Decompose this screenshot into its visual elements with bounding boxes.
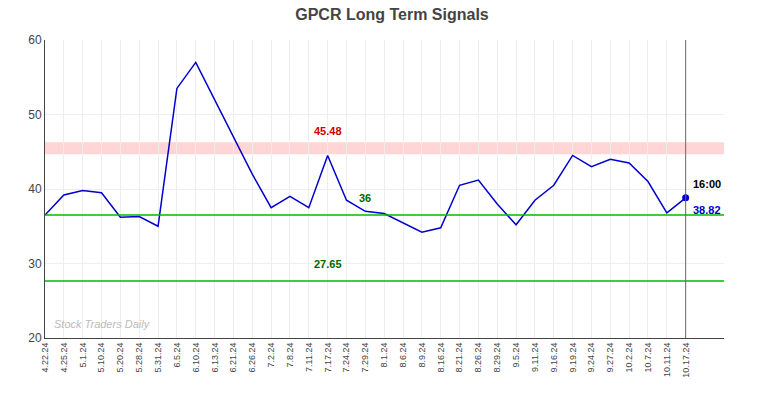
svg-text:8.26.24: 8.26.24 xyxy=(473,343,483,373)
svg-text:10.7.24: 10.7.24 xyxy=(643,343,653,373)
svg-text:9.24.24: 9.24.24 xyxy=(586,343,596,373)
svg-text:50: 50 xyxy=(28,108,42,122)
svg-text:9.16.24: 9.16.24 xyxy=(549,343,559,373)
svg-text:7.2.24: 7.2.24 xyxy=(266,343,276,368)
svg-text:8.16.24: 8.16.24 xyxy=(436,343,446,373)
svg-text:16:00: 16:00 xyxy=(693,178,721,190)
svg-text:8.29.24: 8.29.24 xyxy=(492,343,502,373)
svg-text:45.48: 45.48 xyxy=(314,125,342,137)
svg-text:9.11.24: 9.11.24 xyxy=(530,343,540,372)
svg-text:10.17.24: 10.17.24 xyxy=(681,343,691,378)
svg-text:30: 30 xyxy=(28,257,42,271)
svg-text:10.2.24: 10.2.24 xyxy=(624,343,634,373)
svg-text:38.82: 38.82 xyxy=(693,204,721,216)
svg-text:6.10.24: 6.10.24 xyxy=(191,343,201,373)
svg-text:5.31.24: 5.31.24 xyxy=(153,343,163,373)
svg-text:7.29.24: 7.29.24 xyxy=(360,343,370,373)
svg-text:7.17.24: 7.17.24 xyxy=(323,343,333,373)
svg-text:GPCR Long Term Signals: GPCR Long Term Signals xyxy=(295,6,489,23)
svg-text:9.5.24: 9.5.24 xyxy=(511,343,521,368)
svg-text:4.22.24: 4.22.24 xyxy=(40,343,50,373)
svg-text:10.11.24: 10.11.24 xyxy=(662,343,672,377)
svg-text:8.1.24: 8.1.24 xyxy=(379,343,389,368)
svg-text:27.65: 27.65 xyxy=(314,258,342,270)
svg-text:5.20.24: 5.20.24 xyxy=(115,343,125,373)
svg-text:6.5.24: 6.5.24 xyxy=(172,343,182,368)
svg-text:8.6.24: 8.6.24 xyxy=(398,343,408,368)
svg-text:36: 36 xyxy=(359,192,371,204)
svg-text:5.1.24: 5.1.24 xyxy=(78,343,88,368)
svg-text:20: 20 xyxy=(28,331,42,345)
svg-text:6.21.24: 6.21.24 xyxy=(228,343,238,373)
svg-text:8.21.24: 8.21.24 xyxy=(454,343,464,373)
svg-text:7.11.24: 7.11.24 xyxy=(304,343,314,372)
svg-text:7.8.24: 7.8.24 xyxy=(285,343,295,368)
svg-text:6.13.24: 6.13.24 xyxy=(210,343,220,373)
svg-text:5.28.24: 5.28.24 xyxy=(134,343,144,373)
svg-text:Stock Traders Daily: Stock Traders Daily xyxy=(54,318,151,330)
svg-text:9.27.24: 9.27.24 xyxy=(605,343,615,373)
svg-text:9.19.24: 9.19.24 xyxy=(568,343,578,373)
svg-text:6.26.24: 6.26.24 xyxy=(247,343,257,373)
svg-text:5.10.24: 5.10.24 xyxy=(96,343,106,373)
svg-text:60: 60 xyxy=(28,33,42,47)
svg-text:4.25.24: 4.25.24 xyxy=(59,343,69,373)
svg-text:8.9.24: 8.9.24 xyxy=(417,343,427,368)
svg-text:40: 40 xyxy=(28,182,42,196)
svg-text:7.24.24: 7.24.24 xyxy=(341,343,351,373)
